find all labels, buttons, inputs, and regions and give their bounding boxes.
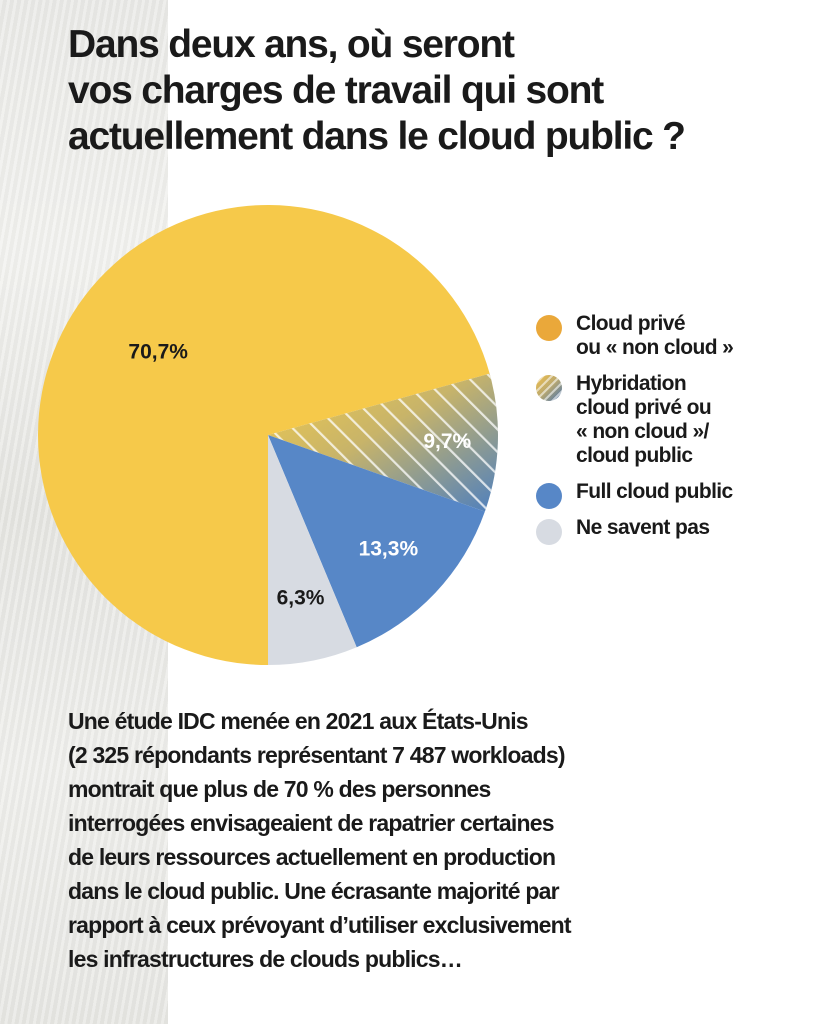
legend-label: cloud privé ou <box>576 396 712 419</box>
orange-circle-icon <box>536 315 562 341</box>
legend-item-full-cloud: Full cloud public <box>536 480 816 509</box>
slice-label-cloud-prive: 70,7% <box>128 340 188 363</box>
grey-circle-icon <box>536 519 562 545</box>
body-line: (2 325 répondants représentant 7 487 wor… <box>68 742 566 768</box>
legend: Cloud privé ou « non cloud » Hybridation… <box>536 312 816 552</box>
legend-item-ne-savent-pas: Ne savent pas <box>536 516 816 545</box>
slice-label-ne-savent-pas: 6,3% <box>277 586 325 609</box>
body-line: Une étude IDC menée en 2021 aux États-Un… <box>68 708 529 734</box>
body-line: rapport à ceux prévoyant d’utiliser excl… <box>68 912 572 938</box>
legend-item-hybridation: Hybridation cloud privé ou « non cloud »… <box>536 372 816 468</box>
pie-slice-ne-savent-pas <box>268 435 357 665</box>
legend-label: Full cloud public <box>576 480 733 503</box>
body-line: de leurs ressources actuellement en prod… <box>68 844 556 870</box>
title-line: vos charges de travail qui sont <box>68 69 604 112</box>
legend-label: Hybridation <box>576 372 687 395</box>
legend-label: Cloud privé <box>576 312 686 335</box>
body-paragraph: Une étude IDC menée en 2021 aux États-Un… <box>68 704 808 976</box>
striped-gradient-circle-icon <box>536 375 562 401</box>
slice-label-hybridation: 9,7% <box>423 430 471 453</box>
body-line: montrait que plus de 70 % des personnes <box>68 776 491 802</box>
pie-slice-cloud-prive <box>37 205 490 665</box>
pie-slice-hybridation-stripes <box>268 373 498 512</box>
chart-title: Dans deux ans, où seront vos charges de … <box>68 22 808 160</box>
pie-slice-full-cloud <box>268 435 485 648</box>
pie-chart: 70,7% 9,7% 13,3% 6,3% <box>37 205 498 665</box>
title-line: Dans deux ans, où seront <box>68 23 515 66</box>
legend-label: Ne savent pas <box>576 516 710 539</box>
legend-label: cloud public <box>576 444 693 467</box>
legend-item-cloud-prive: Cloud privé ou « non cloud » <box>536 312 816 360</box>
slice-label-full-cloud: 13,3% <box>359 538 419 561</box>
body-line: dans le cloud public. Une écrasante majo… <box>68 878 560 904</box>
body-line: interrogées envisageaient de rapatrier c… <box>68 810 555 836</box>
title-line: actuellement dans le cloud public ? <box>68 115 686 158</box>
legend-label: ou « non cloud » <box>576 336 734 359</box>
blue-circle-icon <box>536 483 562 509</box>
legend-label: « non cloud »/ <box>576 420 709 443</box>
body-line: les infrastructures de clouds publics… <box>68 946 463 972</box>
